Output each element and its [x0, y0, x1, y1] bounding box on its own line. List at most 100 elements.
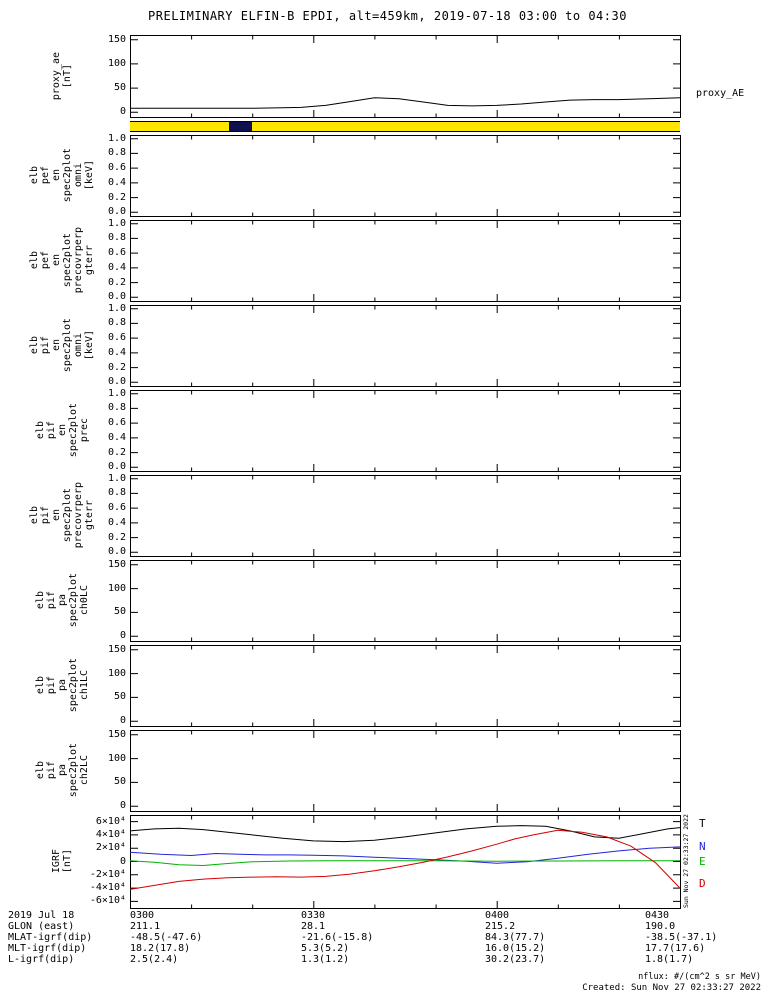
ylabel-word: [keV]	[84, 330, 95, 361]
ylabel-word: prec	[78, 418, 90, 443]
ylabel-elb_pif_pa_spec2plot_ch1LC: elb pif pa spec2plot ch1LC	[26, 645, 98, 726]
table-row-label: MLAT-igrf(dip)	[8, 932, 93, 943]
ylabel-word: pa	[56, 594, 68, 607]
table-cell: -38.5(-37.1)	[645, 932, 718, 943]
ylabel-elb_pif_pa_spec2plot_ch0LC: elb pif pa spec2plot ch0LC	[26, 560, 98, 641]
y-tick-label: -4×10⁴	[89, 882, 126, 894]
y-tick-label: 0.2	[107, 361, 126, 373]
table-row-label: MLT-igrf(dip)	[8, 943, 87, 954]
y-tick-label: 0.6	[107, 502, 126, 514]
x-tick-label: 0330	[301, 910, 326, 921]
series-line-E	[129, 860, 681, 867]
panel-igrf	[129, 815, 681, 909]
y-tick-label: 1.0	[107, 302, 126, 314]
table-cell: 28.1	[301, 921, 326, 932]
ylabel-word: precovrperp	[73, 227, 84, 294]
y-tick-label: 1.0	[107, 387, 126, 399]
ylabel-word: gterr	[84, 500, 95, 531]
table-cell: 84.3(77.7)	[485, 932, 546, 943]
ylabel-word: elb	[34, 676, 46, 695]
axis-ticks	[130, 731, 681, 811]
ylabel-word: elb	[29, 166, 40, 185]
panel-border	[130, 730, 681, 812]
x-tick-label: 0430	[645, 910, 670, 921]
y-tick-label: 0.8	[107, 487, 126, 499]
y-tick-label: 150	[107, 728, 126, 740]
table-cell: 211.1	[130, 921, 161, 932]
status-bar-segment	[229, 122, 252, 131]
panel-elb_pif_en_spec2plot_omni	[130, 305, 681, 387]
y-tick-label: 0.6	[107, 247, 126, 259]
y-tick-label: 50	[113, 776, 126, 788]
panel-elb_pef_en_spec2plot_omni	[130, 135, 681, 217]
series-line-T	[129, 825, 681, 843]
status-bar	[130, 121, 680, 132]
axis-ticks	[130, 816, 681, 908]
ylabel-word: spec2plot	[62, 488, 73, 543]
ylabel-word: [nT]	[62, 849, 73, 874]
ylabel-word: precovrperp	[73, 482, 84, 549]
series-line-N	[129, 846, 681, 864]
y-tick-label: 0	[119, 630, 126, 642]
panel-border	[130, 135, 681, 217]
ylabel-word: spec2plot	[62, 318, 73, 373]
axis-ticks	[130, 221, 681, 301]
series-line-D	[129, 829, 681, 890]
ylabel-word: ch2LC	[78, 755, 90, 786]
table-cell: 18.2(17.8)	[130, 943, 191, 954]
ylabel-word: omni	[73, 333, 84, 358]
y-tick-label: 50	[113, 691, 126, 703]
y-tick-label: 6×10⁴	[95, 815, 126, 827]
table-row-label: 2019 Jul 18	[8, 910, 75, 921]
ylabel-word: ch0LC	[78, 585, 90, 616]
ylabel-word: spec2plot	[62, 233, 73, 288]
ylabel-word: proxy_ae	[51, 51, 62, 101]
ylabel-elb_pif_en_spec2plot_omni: elb pif en spec2plot omni [keV]	[26, 305, 98, 386]
y-tick-label: 0	[119, 855, 126, 867]
y-tick-label: 0.2	[107, 531, 126, 543]
y-tick-label: 0.4	[107, 431, 126, 443]
y-tick-label: 0.0	[107, 546, 126, 558]
created-timestamp: Created: Sun Nov 27 02:33:27 2022	[582, 983, 761, 993]
table-row-label: GLON (east)	[8, 921, 75, 932]
ylabel-word: elb	[34, 591, 46, 610]
ylabel-word: pa	[56, 679, 68, 692]
panel-border	[130, 305, 681, 387]
table-cell: 2.5(2.4)	[130, 954, 179, 965]
panel-elb_pif_en_spec2plot_prec	[130, 390, 681, 472]
ylabel-word: [keV]	[84, 160, 95, 191]
ylabel-word: pif	[45, 421, 57, 440]
panel-elb_pef_en_spec2plot_precovrperp_gterr	[130, 220, 681, 302]
y-tick-label: 0.0	[107, 461, 126, 473]
panel-proxy_ae	[130, 35, 681, 118]
ylabel-word: pif	[45, 761, 57, 780]
table-cell: 215.2	[485, 921, 516, 932]
legend-T: T	[699, 817, 706, 830]
x-tick-label: 0400	[485, 910, 510, 921]
panel-border	[130, 35, 681, 118]
panel-elb_pif_pa_spec2plot_ch1LC	[130, 645, 681, 727]
x-tick-label: 0300	[130, 910, 155, 921]
y-tick-label: 0.8	[107, 232, 126, 244]
panel-border	[130, 815, 681, 909]
y-tick-label: 4×10⁴	[95, 828, 126, 840]
ylabel-word: gterr	[84, 245, 95, 276]
y-tick-label: 0	[119, 715, 126, 727]
ylabel-word: en	[51, 169, 62, 182]
ylabel-word: spec2plot	[67, 403, 79, 458]
y-tick-label: 0	[119, 800, 126, 812]
y-tick-label: 0.8	[107, 317, 126, 329]
panel-border	[130, 560, 681, 642]
y-tick-label: 0.4	[107, 516, 126, 528]
y-tick-label: 100	[107, 57, 126, 69]
panel-border	[130, 645, 681, 727]
plot-title: PRELIMINARY ELFIN-B EPDI, alt=459km, 201…	[148, 9, 627, 23]
legend-D: D	[699, 877, 706, 890]
ylabel-word: elb	[29, 251, 40, 270]
ylabel-word: elb	[34, 421, 46, 440]
ylabel-word: pif	[45, 591, 57, 610]
series-line-proxy_AE	[130, 97, 681, 109]
side-timestamp: Sun Nov 27 02:33:27 2022	[682, 814, 690, 908]
ylabel-word: spec2plot	[67, 658, 79, 713]
y-tick-label: 2×10⁴	[95, 842, 126, 854]
